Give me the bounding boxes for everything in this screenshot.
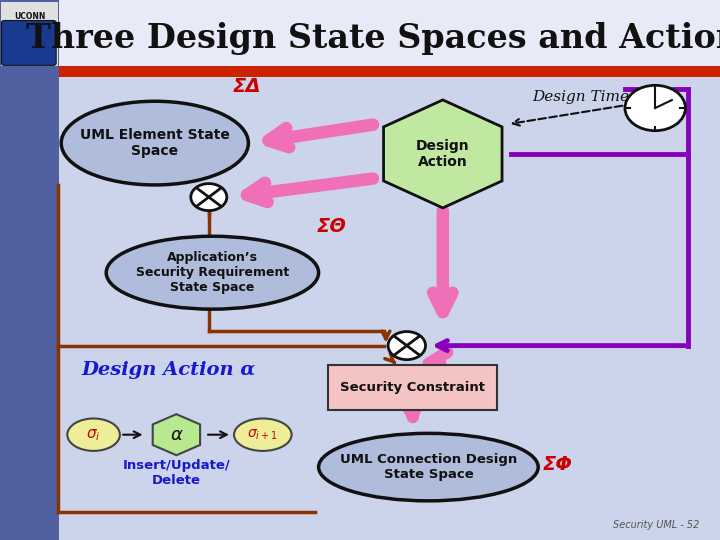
FancyBboxPatch shape: [59, 77, 720, 540]
Text: Security Constraint: Security Constraint: [340, 381, 485, 394]
FancyBboxPatch shape: [0, 0, 59, 540]
Polygon shape: [384, 100, 502, 208]
Text: Design Action α: Design Action α: [81, 361, 256, 379]
Ellipse shape: [61, 102, 248, 185]
Text: Three Design State Spaces and Actions: Three Design State Spaces and Actions: [26, 22, 720, 56]
FancyBboxPatch shape: [1, 2, 58, 66]
Text: $\alpha$: $\alpha$: [170, 426, 183, 444]
Text: Design Time: Design Time: [532, 90, 629, 104]
Text: ΣΦ: ΣΦ: [542, 455, 572, 474]
Text: ΣΔ: ΣΔ: [233, 77, 261, 96]
Text: UML Element State
Space: UML Element State Space: [80, 128, 230, 158]
Text: ΣΘ: ΣΘ: [317, 217, 347, 236]
Text: $\sigma_i$: $\sigma_i$: [86, 427, 101, 443]
Text: Insert/Update/
Delete: Insert/Update/ Delete: [122, 458, 230, 487]
Circle shape: [388, 332, 426, 360]
Text: Design
Action: Design Action: [416, 139, 469, 169]
Text: UCONN: UCONN: [14, 12, 45, 21]
Ellipse shape: [68, 418, 120, 451]
Circle shape: [191, 184, 227, 211]
Circle shape: [625, 85, 685, 131]
Text: UML Connection Design
State Space: UML Connection Design State Space: [340, 453, 517, 481]
FancyBboxPatch shape: [59, 66, 720, 77]
FancyBboxPatch shape: [328, 364, 497, 410]
Ellipse shape: [318, 433, 538, 501]
FancyBboxPatch shape: [59, 0, 720, 68]
Text: $\sigma_{i+1}$: $\sigma_{i+1}$: [248, 428, 278, 442]
Polygon shape: [153, 414, 200, 455]
Text: Security UML - 52: Security UML - 52: [613, 520, 700, 530]
FancyBboxPatch shape: [1, 21, 56, 65]
Text: Application’s
Security Requirement
State Space: Application’s Security Requirement State…: [136, 251, 289, 294]
Ellipse shape: [107, 237, 318, 309]
Ellipse shape: [234, 418, 292, 451]
